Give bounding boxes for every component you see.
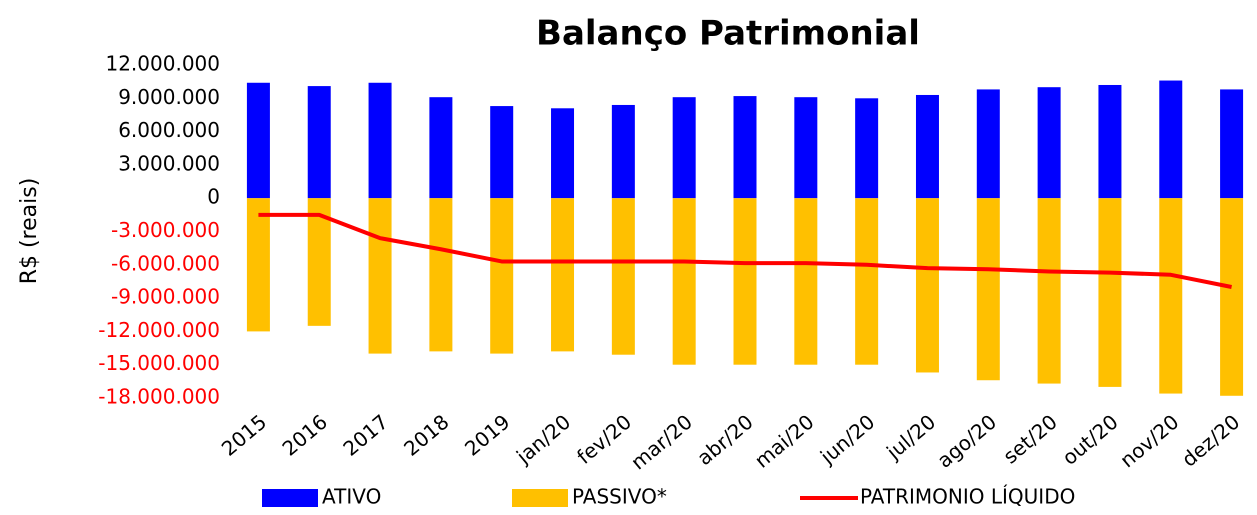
y-axis-label: R$ (reais) xyxy=(17,178,42,285)
bar xyxy=(551,198,575,352)
legend-swatch xyxy=(512,489,568,507)
bar xyxy=(246,82,270,199)
x-tick-label: 2017 xyxy=(338,410,392,461)
bar xyxy=(915,198,939,373)
bar xyxy=(1220,198,1244,396)
x-tick-label: jul/20 xyxy=(881,410,940,465)
bar xyxy=(368,82,392,199)
bar xyxy=(672,198,696,365)
legend-label: ATIVO xyxy=(322,485,381,509)
bar xyxy=(429,198,453,352)
bar xyxy=(490,106,514,199)
line xyxy=(258,212,1232,289)
y-tick-label: 6.000.000 xyxy=(118,118,220,142)
x-tick-label: ago/20 xyxy=(932,410,1001,473)
bar xyxy=(307,86,331,199)
y-tick-label: 0 xyxy=(207,185,220,209)
bar xyxy=(246,198,270,332)
x-tick-label: dez/20 xyxy=(1177,410,1244,472)
x-tick-label: mai/20 xyxy=(750,410,819,473)
y-tick-label: -6.000.000 xyxy=(111,251,220,275)
x-tick-label: 2019 xyxy=(460,410,514,461)
y-tick-label: -18.000.000 xyxy=(98,385,220,409)
x-tick-label: 2015 xyxy=(217,410,271,461)
bar xyxy=(1220,89,1244,199)
bar xyxy=(490,198,514,354)
bar xyxy=(368,198,392,354)
chart-title: Balanço Patrimonial xyxy=(536,14,920,54)
x-tick-label: mar/20 xyxy=(626,410,697,475)
bar xyxy=(855,198,879,365)
x-tick-label: out/20 xyxy=(1058,410,1123,470)
y-tick-label: 9.000.000 xyxy=(118,85,220,109)
y-tick-label: -15.000.000 xyxy=(98,351,220,375)
x-tick-label: abr/20 xyxy=(692,410,758,470)
bar xyxy=(1037,87,1061,199)
legend-label: PASSIVO* xyxy=(572,485,667,509)
bar xyxy=(1159,198,1183,394)
x-tick-label: set/20 xyxy=(998,410,1062,469)
bar xyxy=(976,89,1000,199)
y-tick-label: -9.000.000 xyxy=(111,285,220,309)
bar xyxy=(672,97,696,199)
y-tick-label: -12.000.000 xyxy=(98,318,220,342)
legend-swatch xyxy=(262,489,318,507)
x-tick-label: fev/20 xyxy=(572,410,636,469)
x-tick-label: 2016 xyxy=(278,410,332,461)
bar xyxy=(855,98,879,199)
bar xyxy=(611,198,635,355)
x-tick-label: nov/20 xyxy=(1115,410,1183,473)
x-tick-label: jan/20 xyxy=(511,410,575,469)
bar xyxy=(794,97,818,199)
legend-label: PATRIMONIO LÍQUIDO xyxy=(860,485,1075,509)
x-tick-label: 2018 xyxy=(399,410,453,461)
y-tick-label: -3.000.000 xyxy=(111,218,220,242)
bar xyxy=(611,104,635,199)
bar xyxy=(1159,80,1183,199)
bar xyxy=(307,198,331,326)
bar xyxy=(733,96,757,199)
bar xyxy=(429,97,453,199)
bar xyxy=(1098,198,1122,387)
y-tick-label: 12.000.000 xyxy=(105,52,220,76)
bar xyxy=(915,94,939,199)
bar xyxy=(733,198,757,365)
bar xyxy=(1037,198,1061,384)
x-tick-label: jun/20 xyxy=(815,410,880,470)
bar xyxy=(794,198,818,365)
bar xyxy=(976,198,1000,381)
bar xyxy=(551,108,575,199)
bar xyxy=(1098,84,1122,199)
y-tick-label: 3.000.000 xyxy=(118,151,220,175)
